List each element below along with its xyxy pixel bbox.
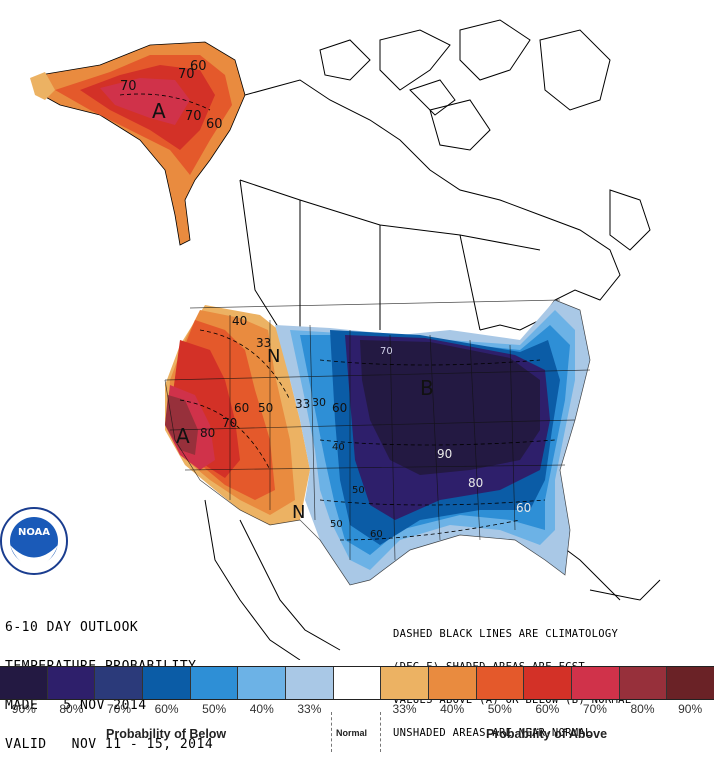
colorbar-tick-label: 70%: [582, 702, 607, 716]
normal-divider-left: [331, 712, 332, 752]
colorbar-swatch: [286, 667, 334, 699]
colorbar-swatch: [95, 667, 144, 699]
colorbar-tick-label: 60%: [535, 702, 560, 716]
colorbar-swatch: [572, 667, 620, 699]
contour-label: 33: [295, 397, 310, 411]
alaska-region: [30, 41, 246, 246]
colorbar-tick-label: 60%: [154, 702, 179, 716]
colorbar-swatch: [476, 667, 525, 699]
colorbar-tick-label: 90%: [11, 702, 36, 716]
colorbar-swatch: [333, 667, 382, 699]
colorbar-tick-label: [333, 702, 381, 716]
probability-below-label: Probability of Below: [106, 727, 227, 741]
colorbar-tick-label: 80%: [59, 702, 84, 716]
colorbar-tick-label: 40%: [440, 702, 465, 716]
legend-note-line: DASHED BLACK LINES ARE CLIMATOLOGY: [393, 628, 619, 640]
colorbar-swatch: [143, 667, 191, 699]
us-borders: [164, 299, 591, 586]
colorbar-swatch: [47, 667, 96, 699]
climatology-lines: [119, 93, 556, 541]
map-text: A A B N N 60 70 70 70 60 40 33 60 50 70 …: [120, 59, 531, 540]
colorbar-tick-label: 33%: [297, 702, 322, 716]
outlook-made-date: MADE 5 NOV 2014: [5, 698, 147, 713]
contour-label: 70: [222, 416, 237, 430]
legend-note-line: VALUES ABOVE (A) OR BELOW (B) NORMAL: [393, 694, 632, 706]
contour-label: 50: [352, 485, 365, 496]
contour-label: 50: [258, 401, 273, 415]
probability-colorbar: [0, 666, 715, 700]
legend-note-line: UNSHADED AREAS ARE NEAR-NORMAL: [393, 727, 592, 739]
probability-above-label: Probability of Above: [486, 727, 608, 741]
contour-label: 33: [256, 336, 271, 350]
colorbar-tick-label: 50%: [487, 702, 512, 716]
contour-label: 70: [178, 67, 195, 82]
below-label-central: B: [420, 376, 434, 400]
normal-label-north: N: [267, 346, 280, 367]
outlook-title: 6-10 DAY OUTLOOK: [5, 620, 139, 635]
colorbar-tick-label: 70%: [106, 702, 131, 716]
noaa-logo-text: NOAA: [18, 527, 50, 538]
colorbar-swatch: [619, 667, 668, 699]
normal-label: Normal: [336, 728, 368, 738]
colorbar-swatch: [238, 667, 287, 699]
above-label-alaska: A: [152, 99, 166, 123]
colorbar-tick-label: 90%: [678, 702, 703, 716]
contour-label: 70: [120, 79, 137, 94]
contour-label: 60: [190, 59, 207, 74]
normal-label-south: N: [292, 502, 305, 523]
colorbar-tick-label: 50%: [202, 702, 227, 716]
contour-label: 60: [332, 401, 347, 415]
colorbar-swatch: [0, 667, 48, 699]
contour-label: 80: [200, 426, 215, 440]
colorbar-swatch: [429, 667, 477, 699]
east-below-region: [275, 300, 590, 585]
colorbar-ticks: 90% 80% 70% 60% 50% 40% 33% 33% 40% 50% 60% 70% 80% 9…: [0, 702, 714, 716]
contour-label: 60: [370, 529, 383, 540]
mexico-outline: [204, 499, 661, 660]
colorbar-tick-label: 33%: [392, 702, 417, 716]
contour-label: 50: [330, 519, 343, 530]
colorbar-swatch: [190, 667, 239, 699]
contour-label: 60: [206, 117, 223, 132]
contour-label: 30: [312, 396, 326, 409]
colorbar-tick-label: 40%: [249, 702, 274, 716]
contour-label: 90: [437, 447, 452, 461]
noaa-logo: NOAA: [0, 507, 68, 575]
colorbar-swatch: [381, 667, 430, 699]
contour-label: 80: [468, 476, 483, 490]
canada-outline: [239, 19, 651, 331]
colorbar-swatch: [667, 667, 715, 699]
outlook-valid-dates: VALID NOV 11 - 15, 2014: [5, 737, 214, 752]
outlook-map: A A B N N 60 70 70 70 60 40 33 60 50 70 …: [0, 19, 661, 660]
contour-label: 60: [234, 401, 249, 415]
normal-divider-right: [380, 712, 381, 752]
contour-label: 40: [332, 442, 345, 453]
contour-label: 40: [232, 314, 247, 328]
contour-label: 70: [185, 109, 202, 124]
colorbar-tick-label: 80%: [630, 702, 655, 716]
contour-label: 70: [380, 346, 393, 357]
above-label-west: A: [176, 424, 190, 448]
contour-label: 60: [516, 501, 531, 515]
colorbar-swatch: [524, 667, 573, 699]
